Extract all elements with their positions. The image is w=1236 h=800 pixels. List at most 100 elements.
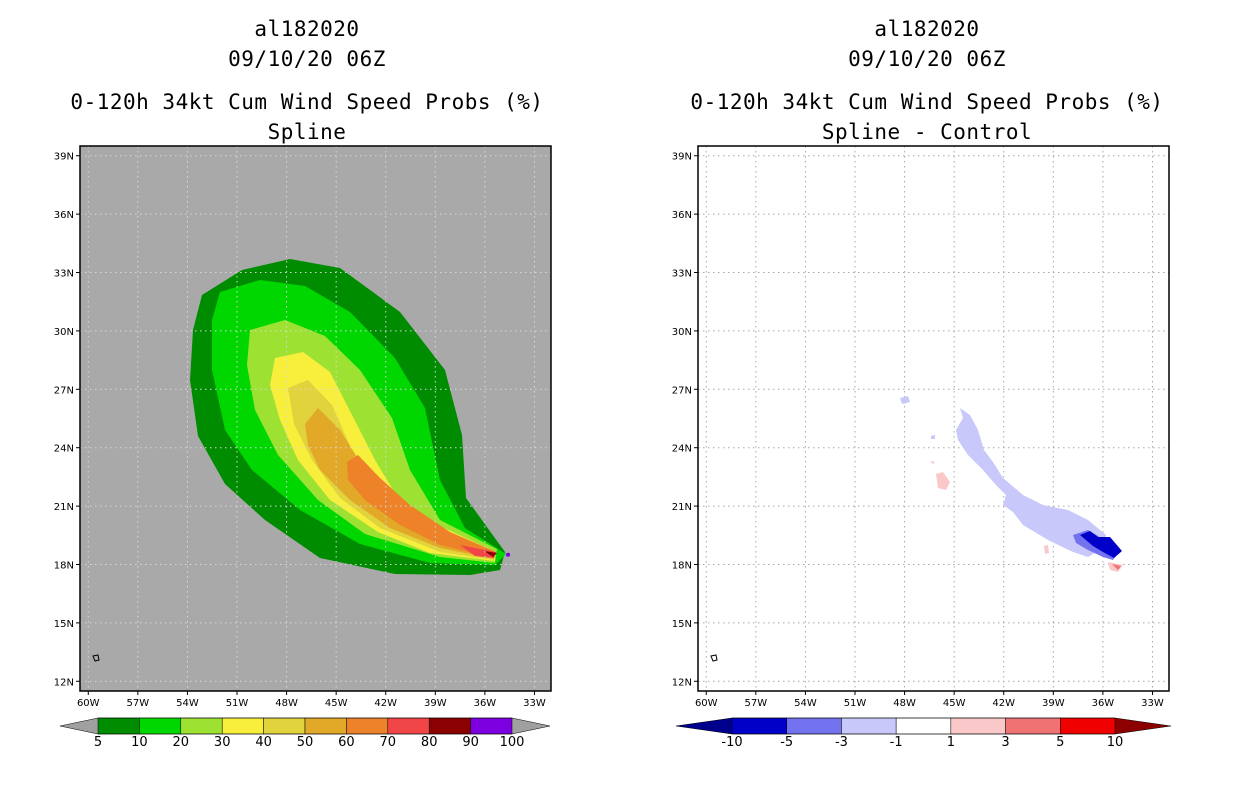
x-tick-label: 60W [77,698,100,709]
diff-pink-mid [1044,545,1049,554]
colorbar-label: 10 [131,735,148,750]
colorbar-label: 20 [173,735,190,750]
y-tick-label: 15N [672,619,692,630]
colorbar-segment [180,717,223,735]
colorbar-label: -10 [721,735,742,750]
colorbar-segment [387,717,430,735]
y-tick-label: 24N [672,444,692,455]
storm-id-title: al182020 [874,17,980,41]
y-tick-label: 39N [672,152,692,163]
diff-light-blue-dot [931,435,935,439]
colorbar-segment [895,717,952,735]
datetime-title: 09/10/20 06Z [848,47,1006,71]
island-outline [710,654,718,662]
x-tick-label: 42W [374,698,397,709]
y-tick-label: 39N [54,152,74,163]
y-tick-label: 21N [672,502,692,513]
y-tick-label: 36N [54,210,74,221]
y-tick-label: 33N [672,269,692,280]
y-tick-label: 27N [54,385,74,396]
x-tick-label: 39W [1042,698,1065,709]
colorbar-under-arrow [60,718,98,734]
x-tick-label: 57W [745,698,768,709]
colorbar-outline [59,717,551,735]
colorbar-under-arrow [676,718,732,734]
colorbar-segment [786,717,842,735]
colorbar-segment [139,717,182,735]
left-panel: al182020 09/10/20 06Z 0-120h 34kt Cum Wi… [54,17,552,750]
colorbar-label: 5 [1056,735,1064,750]
x-tick-label: 51W [226,698,249,709]
colorbar-segment [731,717,787,735]
colorbar-outline [675,717,1172,735]
x-tick-label: 48W [275,698,298,709]
y-axis-ticks: 12N 15N 18N 21N 24N 27N 30N 33N 36N 39N [672,152,698,688]
y-tick-label: 30N [54,327,74,338]
chart-subtitle: Spline [267,120,347,144]
colorbar-segment [470,717,513,735]
colorbar-label: 3 [1001,735,1009,750]
diff-red-east [1112,564,1121,570]
colorbar-over-arrow [512,718,550,734]
map-frame [697,145,1170,692]
colorbar-segment [841,717,897,735]
colorbar-label: 90 [462,735,479,750]
x-tick-label: 51W [844,698,867,709]
x-tick-label: 36W [474,698,497,709]
x-tick-label: 45W [325,698,348,709]
colorbar-segment [346,717,389,735]
diff-pink-dot [930,461,934,464]
colorbar-segment [263,717,306,735]
contour-70 [460,545,496,558]
x-tick-label: 39W [424,698,447,709]
y-tick-label: 27N [672,385,692,396]
colorbar-segment [428,717,471,735]
chart-title: 0-120h 34kt Cum Wind Speed Probs (%) [690,90,1164,114]
colorbar-segment [950,717,1006,735]
colorbar-label: -3 [835,735,848,750]
y-tick-label: 15N [54,619,74,630]
x-tick-label: 36W [1092,698,1115,709]
difference-map: 60W 57W 54W 51W 48W 45W 42W 39W 36W 33W 12N 15N 18N… [672,145,1172,750]
colorbar-label: 50 [297,735,314,750]
y-tick-label: 18N [54,560,74,571]
probability-contours [92,259,511,662]
difference-contours [710,396,1123,662]
colorbar-segment [1005,717,1061,735]
y-tick-label: 36N [672,210,692,221]
island-outline [92,654,100,662]
y-axis-ticks: 12N 15N 18N 21N 24N 27N 30N 33N 36N 39N [54,152,80,688]
y-tick-label: 21N [54,502,74,513]
colorbar-label: 30 [214,735,231,750]
x-tick-label: 57W [127,698,150,709]
y-tick-label: 18N [672,560,692,571]
y-tick-label: 33N [54,269,74,280]
colorbar-label: 10 [1107,735,1124,750]
colorbar-label: 40 [255,735,272,750]
x-axis-ticks: 60W 57W 54W 51W 48W 45W 42W 39W 36W 33W [77,691,546,709]
lat-lon-grid [698,146,1169,691]
colorbar-over-arrow [1115,718,1171,734]
x-tick-label: 33W [1141,698,1164,709]
y-tick-label: 12N [672,677,692,688]
chart-subtitle: Spline - Control [821,120,1033,144]
colorbar-label: 80 [421,735,438,750]
colorbar-segment [1060,717,1116,735]
max-point [506,552,511,557]
colorbar-label: -1 [890,735,903,750]
x-axis-ticks: 60W 57W 54W 51W 48W 45W 42W 39W 36W 33W [695,691,1164,709]
colorbar-label: 1 [947,735,955,750]
x-tick-label: 45W [943,698,966,709]
chart-title: 0-120h 34kt Cum Wind Speed Probs (%) [70,90,544,114]
storm-id-title: al182020 [254,17,360,41]
contour-40 [288,380,494,560]
lat-lon-grid [80,146,551,691]
colorbar-label: 100 [500,735,525,750]
colorbar-label: 60 [338,735,355,750]
colorbar-label: -5 [780,735,793,750]
map-frame [79,145,552,692]
x-tick-label: 60W [695,698,718,709]
y-tick-label: 30N [672,327,692,338]
colorbar-segment [304,717,347,735]
diff-pink-west [936,472,950,490]
